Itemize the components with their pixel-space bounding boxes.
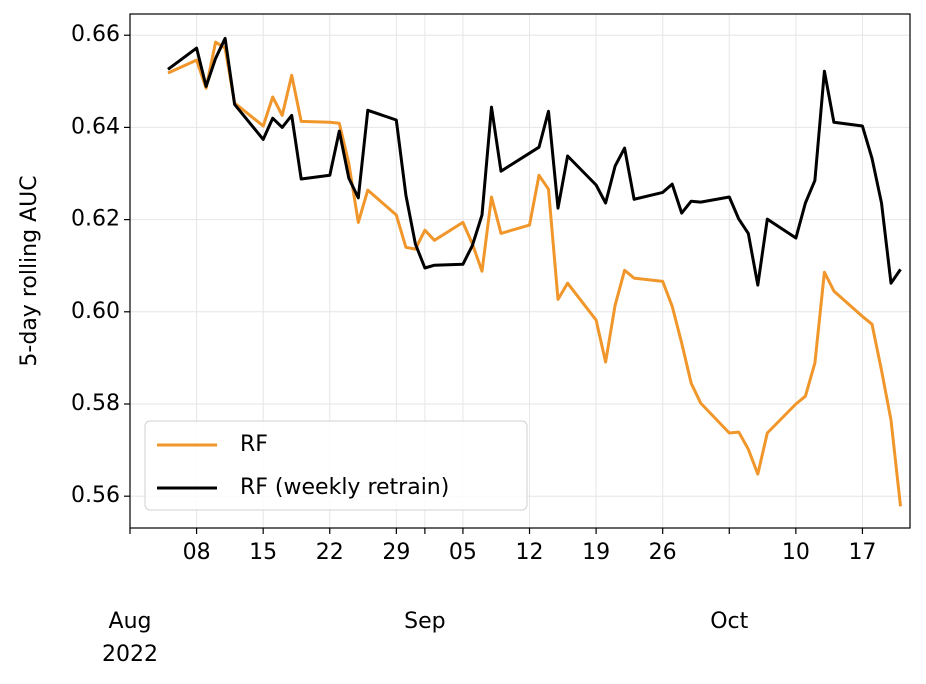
y-tick-label: 0.56 (71, 483, 120, 508)
x-offset-label: 2022 (102, 642, 158, 667)
y-tick-label: 0.66 (71, 22, 120, 47)
legend-label: RF (240, 432, 268, 457)
x-tick-label: 19 (582, 540, 610, 565)
y-axis-label: 5-day rolling AUC (17, 175, 42, 366)
x-tick-label: 12 (516, 540, 544, 565)
legend-box (144, 420, 528, 511)
x-tick-label: 08 (183, 540, 211, 565)
y-tick-label: 0.64 (71, 114, 120, 139)
series-line (167, 40, 902, 507)
month-label: Oct (710, 609, 748, 634)
x-tick-label: 05 (449, 540, 477, 565)
plot-frame (129, 13, 911, 529)
series-line (167, 36, 902, 287)
y-tick-label: 0.60 (71, 299, 120, 324)
x-tick-label: 22 (316, 540, 344, 565)
month-label: Aug (109, 609, 152, 634)
y-tick-label: 0.62 (71, 207, 120, 232)
x-tick-label: 10 (782, 540, 810, 565)
x-tick-label: 29 (382, 540, 410, 565)
legend-label: RF (weekly retrain) (240, 475, 449, 500)
x-tick-label: 17 (848, 540, 876, 565)
x-tick-label: 15 (249, 540, 277, 565)
month-label: Sep (404, 609, 445, 634)
y-tick-label: 0.58 (71, 391, 120, 416)
x-tick-label: 26 (649, 540, 677, 565)
